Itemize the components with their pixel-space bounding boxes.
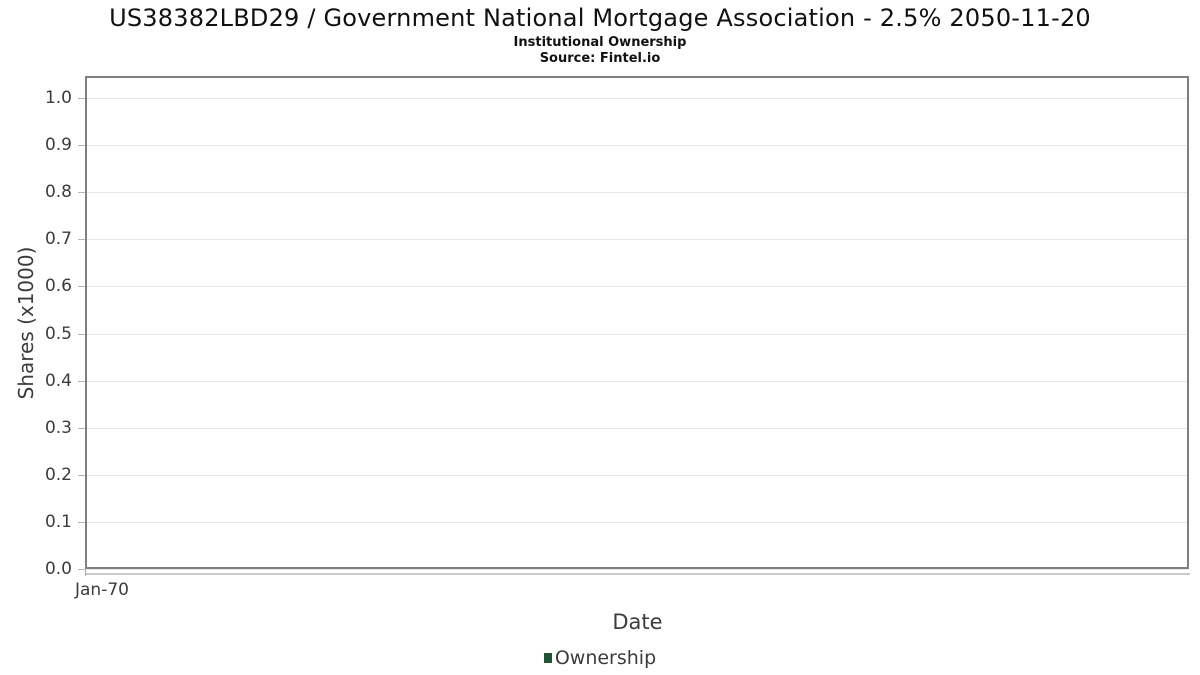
y-tick-label: 0.8: [44, 182, 72, 203]
y-tick-label: 0.3: [44, 417, 72, 438]
y-tick-label: 0.0: [44, 559, 72, 579]
gridline: [87, 239, 1187, 241]
y-tick-label: 0.6: [44, 276, 72, 297]
y-tick-mark: [78, 521, 85, 523]
legend: Ownership: [0, 646, 1200, 670]
y-tick-mark: [78, 192, 85, 194]
gridline: [87, 145, 1187, 147]
y-tick-mark: [78, 286, 85, 288]
gridline: [87, 98, 1187, 99]
chart-source: Source: Fintel.io: [539, 51, 661, 66]
x-axis-line: [85, 573, 1190, 575]
y-tick-label: 0.1: [44, 511, 72, 532]
gridline: [87, 380, 1187, 382]
y-tick-mark: [78, 380, 85, 382]
y-tick-label: 0.7: [44, 229, 72, 250]
chart-subtitle: Institutional Ownership: [513, 35, 687, 50]
gridline: [87, 192, 1187, 194]
x-axis-label: Date: [612, 610, 663, 634]
x-tick-mark: [85, 569, 86, 576]
gridline: [87, 286, 1187, 288]
y-tick-label: 0.4: [44, 370, 72, 391]
gridline: [87, 521, 1187, 523]
y-tick-mark: [78, 474, 85, 476]
gridline: [87, 333, 1187, 335]
y-tick-label: 0.5: [44, 323, 72, 344]
y-tick-label: 1.0: [44, 88, 72, 108]
chart-title: US38382LBD29 / Government National Mortg…: [109, 4, 1091, 32]
y-tick-mark: [78, 239, 85, 241]
y-tick-label: 0.2: [44, 464, 72, 485]
gridline: [87, 427, 1187, 429]
legend-swatch-icon: [543, 653, 552, 663]
legend-label: Ownership: [554, 647, 657, 669]
gridline: [87, 474, 1187, 476]
y-axis-label: Shares (x1000): [14, 246, 38, 400]
y-tick-mark: [78, 569, 85, 570]
y-tick-label: 0.9: [44, 135, 72, 156]
y-tick-mark: [78, 98, 85, 99]
x-tick-label: Jan-70: [75, 580, 129, 600]
plot-area: [85, 76, 1189, 570]
gridline: [87, 569, 1187, 570]
y-tick-mark: [78, 427, 85, 429]
y-tick-mark: [78, 333, 85, 335]
y-tick-mark: [78, 145, 85, 147]
